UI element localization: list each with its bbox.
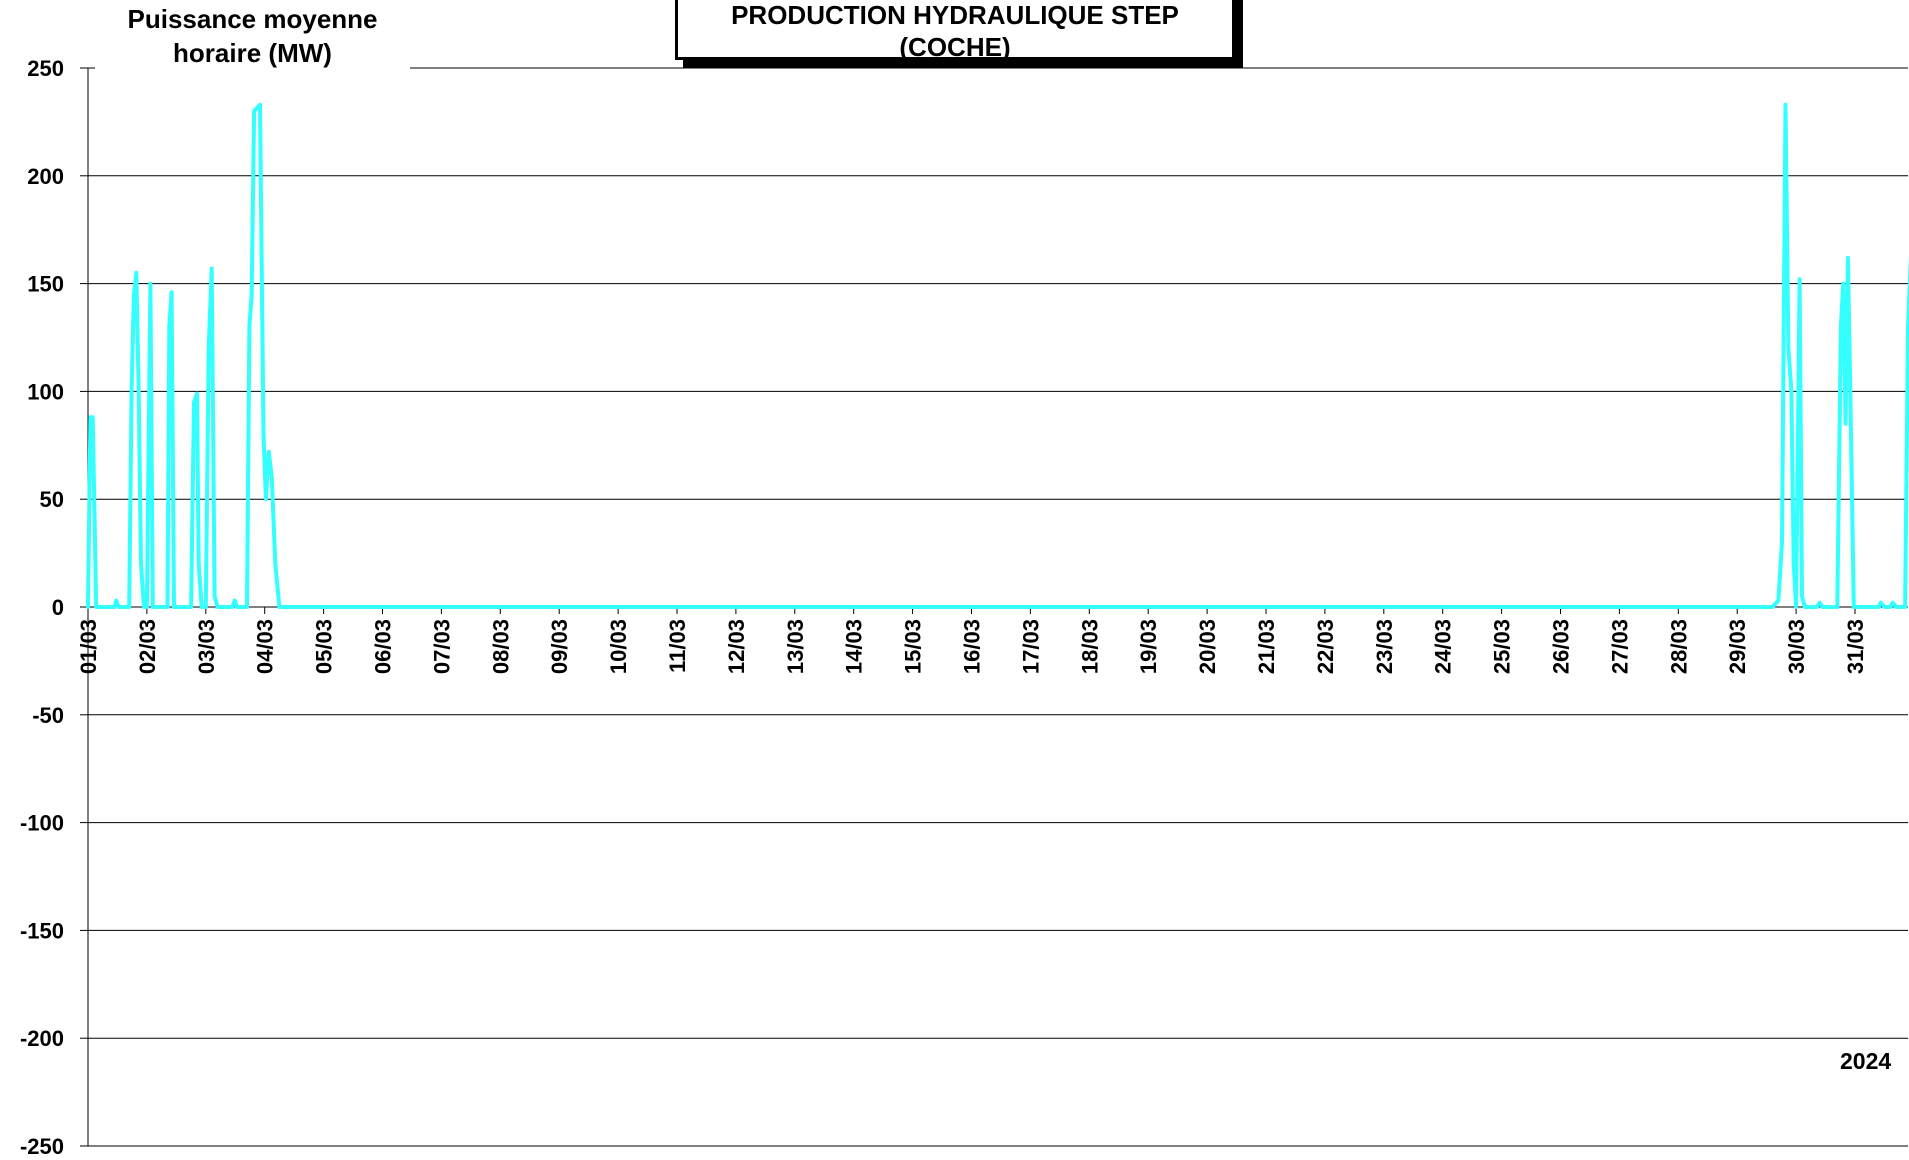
y-tick-label: -200 bbox=[20, 1026, 64, 1051]
x-tick-label: 03/03 bbox=[194, 619, 219, 674]
y-axis-label-line-1: Puissance moyenne bbox=[127, 4, 378, 34]
y-tick-label: -50 bbox=[32, 703, 64, 728]
x-tick-label: 02/03 bbox=[135, 619, 160, 674]
y-tick-label: 200 bbox=[27, 164, 64, 189]
x-tick-label: 05/03 bbox=[312, 619, 337, 674]
x-tick-label: 29/03 bbox=[1725, 619, 1750, 674]
y-tick-label: 150 bbox=[27, 272, 64, 297]
x-tick-label: 11/03 bbox=[665, 619, 690, 673]
x-tick-label: 20/03 bbox=[1195, 619, 1220, 674]
chart-title-line-1: PRODUCTION HYDRAULIQUE STEP bbox=[731, 0, 1179, 30]
y-tick-label: 50 bbox=[40, 487, 64, 512]
x-tick-label: 06/03 bbox=[371, 619, 396, 674]
x-tick-label: 25/03 bbox=[1490, 619, 1515, 674]
y-axis-label: Puissance moyenne horaire (MW) bbox=[95, 2, 410, 70]
x-tick-label: 23/03 bbox=[1372, 619, 1397, 674]
x-tick-label: 21/03 bbox=[1254, 619, 1279, 674]
x-tick-label: 27/03 bbox=[1607, 619, 1632, 674]
year-label: 2024 bbox=[1840, 1048, 1892, 1074]
x-tick-label: 07/03 bbox=[429, 619, 454, 674]
x-tick-label: 10/03 bbox=[606, 619, 631, 674]
x-tick-label: 17/03 bbox=[1018, 619, 1043, 674]
x-tick-label: 28/03 bbox=[1666, 619, 1691, 674]
y-tick-label: -100 bbox=[20, 811, 64, 836]
x-tick-label: 30/03 bbox=[1784, 619, 1809, 674]
y-tick-labels: 250 200 150 100 50 0 -50 -100 -150 -200 -250 bbox=[20, 56, 64, 1159]
y-tick-label: 0 bbox=[52, 595, 64, 620]
x-tick-label: 18/03 bbox=[1077, 619, 1102, 674]
x-tick-labels: 01/03 02/03 03/03 04/03 05/03 06/03 07/03 08/03… bbox=[76, 619, 1868, 674]
x-tick-label: 13/03 bbox=[783, 619, 808, 674]
x-tick-label: 08/03 bbox=[488, 619, 513, 674]
series-line bbox=[86, 102, 1909, 609]
x-tick-label: 24/03 bbox=[1431, 619, 1456, 674]
y-axis-label-line-2: horaire (MW) bbox=[173, 38, 332, 68]
chart-title-line-2: (COCHE) bbox=[899, 32, 1011, 62]
x-tick-label: 31/03 bbox=[1843, 619, 1868, 674]
x-tick-label: 16/03 bbox=[960, 619, 985, 674]
chart-title: PRODUCTION HYDRAULIQUE STEP (COCHE) bbox=[675, 0, 1235, 62]
x-tick-label: 22/03 bbox=[1313, 619, 1338, 674]
y-tick-label: 100 bbox=[27, 379, 64, 404]
x-tick-label: 12/03 bbox=[724, 619, 749, 674]
y-tick-label: -250 bbox=[20, 1134, 64, 1159]
x-tick-label: 15/03 bbox=[901, 619, 926, 674]
series-group bbox=[86, 102, 1909, 609]
x-tick-label: 14/03 bbox=[842, 619, 867, 674]
x-tick-label: 01/03 bbox=[76, 619, 101, 674]
x-tick-label: 19/03 bbox=[1136, 619, 1161, 674]
x-tick-label: 04/03 bbox=[253, 619, 278, 674]
y-tick-label: -150 bbox=[20, 918, 64, 943]
y-tick-label: 250 bbox=[27, 56, 64, 81]
x-tick-label: 26/03 bbox=[1549, 619, 1574, 674]
x-tick-label: 09/03 bbox=[547, 619, 572, 674]
